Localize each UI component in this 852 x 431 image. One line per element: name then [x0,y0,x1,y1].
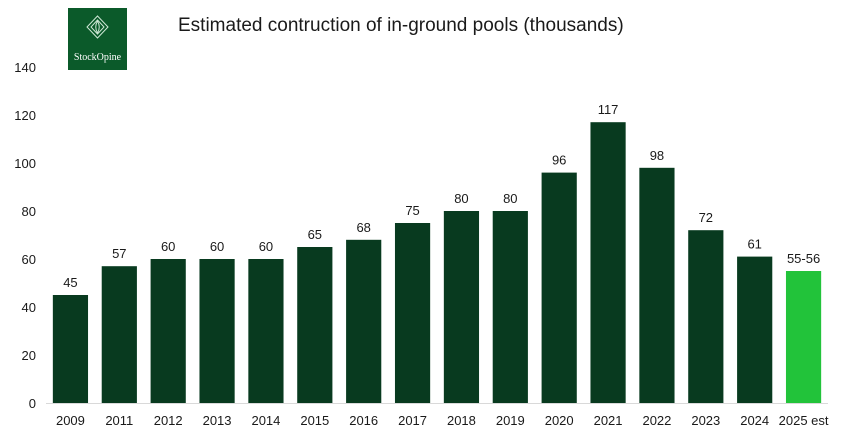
data-label: 96 [552,153,566,168]
x-tick-label: 2011 [105,413,133,428]
data-label: 117 [598,102,619,117]
bar-2024 [737,256,773,403]
bar-2023 [688,230,724,403]
data-label: 55-56 [787,251,820,266]
x-tick-label: 2019 [496,413,525,428]
bar-2019 [492,211,528,403]
data-label: 60 [210,239,224,254]
x-tick-label: 2018 [447,413,476,428]
bar-2017 [394,223,431,403]
y-axis: 0 20 40 60 80 100 120 140 [14,60,36,411]
x-tick-label: 2016 [349,413,378,428]
bar-2012 [150,259,186,403]
data-label: 45 [63,275,77,290]
x-tick-label: 2009 [56,413,85,428]
y-tick-label: 140 [14,60,36,75]
data-label: 57 [112,246,126,261]
bar-2025-est [785,271,822,403]
x-tick-label: 2015 [300,413,329,428]
data-label: 72 [699,210,713,225]
data-label: 68 [356,220,370,235]
x-tick-label: 2025 est [779,413,829,428]
x-tick-label: 2013 [203,413,232,428]
bar-2015 [297,247,333,403]
data-label: 65 [308,227,322,242]
x-tick-label: 2021 [594,413,623,428]
bars [52,122,822,403]
data-label: 60 [161,239,175,254]
data-labels: 45 57 60 60 60 65 68 75 80 80 96 117 98 72 61 55-56 [63,102,820,290]
x-axis: 2009 2011 2012 2013 2014 2015 2016 2017 2018 2019… [46,403,829,428]
stockopine-logo: StockOpine [68,8,127,70]
data-label: 98 [650,148,664,163]
y-tick-label: 40 [22,300,36,315]
x-tick-label: 2014 [251,413,280,428]
bar-2020 [541,172,577,403]
diamond-leaf-icon [86,15,109,39]
data-label: 80 [503,191,517,206]
y-tick-label: 80 [22,204,36,219]
bar-2016 [346,239,382,403]
data-label: 60 [259,239,273,254]
x-tick-label: 2017 [398,413,427,428]
x-tick-label: 2023 [691,413,720,428]
bar-2018 [443,211,480,403]
bar-2013 [199,259,235,403]
x-tick-label: 2020 [545,413,574,428]
x-tick-label: 2022 [642,413,671,428]
bar-2021 [590,122,626,403]
y-tick-label: 0 [29,396,36,411]
bar-2011 [101,266,137,403]
chart-title: Estimated contruction of in-ground pools… [178,15,624,36]
x-tick-label: 2012 [154,413,183,428]
data-label: 75 [405,203,419,218]
y-tick-label: 20 [22,348,36,363]
bar-2022 [639,167,675,403]
data-label: 80 [454,191,468,206]
bar-2009 [52,295,89,403]
y-tick-label: 120 [14,108,36,123]
y-tick-label: 60 [22,252,36,267]
bar-2014 [248,259,284,403]
logo-text: StockOpine [73,52,122,63]
data-label: 61 [747,237,761,252]
x-tick-label: 2024 [740,413,769,428]
y-tick-label: 100 [14,156,36,171]
